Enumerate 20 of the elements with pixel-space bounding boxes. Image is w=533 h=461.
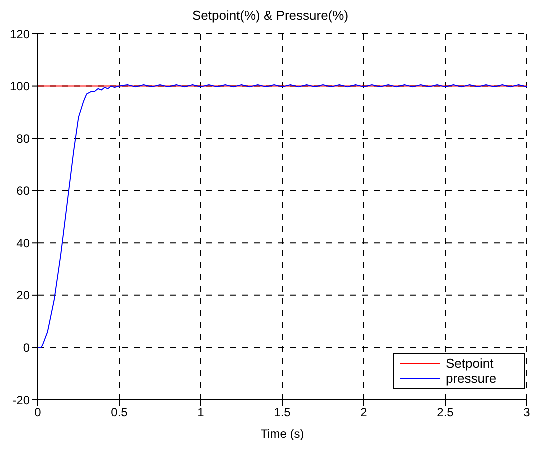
x-tick-label: 2.5 xyxy=(437,406,454,420)
y-tick-label: 40 xyxy=(16,236,30,250)
y-tick-label: 60 xyxy=(16,184,30,198)
legend-label: Setpoint xyxy=(446,356,494,371)
chart-title: Setpoint(%) & Pressure(%) xyxy=(191,8,350,25)
x-tick-label: 2 xyxy=(360,406,368,420)
y-tick-label: -20 xyxy=(12,393,30,408)
legend-label: pressure xyxy=(446,371,497,386)
x-tick-label: 1.5 xyxy=(274,406,292,420)
y-tick-label: 100 xyxy=(10,80,30,94)
x-tick-label: 1 xyxy=(198,406,205,420)
x-axis-title: Time (s) xyxy=(260,427,304,441)
y-tick-label: 0 xyxy=(23,340,30,355)
x-tick-label: 0.5 xyxy=(111,406,128,420)
y-tick-label: 80 xyxy=(16,132,30,146)
line-series xyxy=(38,84,527,348)
x-tick-label: 3 xyxy=(524,406,531,420)
y-tick-label: 120 xyxy=(10,27,30,42)
y-tick-label: 20 xyxy=(16,288,30,303)
x-tick-label: 0 xyxy=(34,406,42,420)
